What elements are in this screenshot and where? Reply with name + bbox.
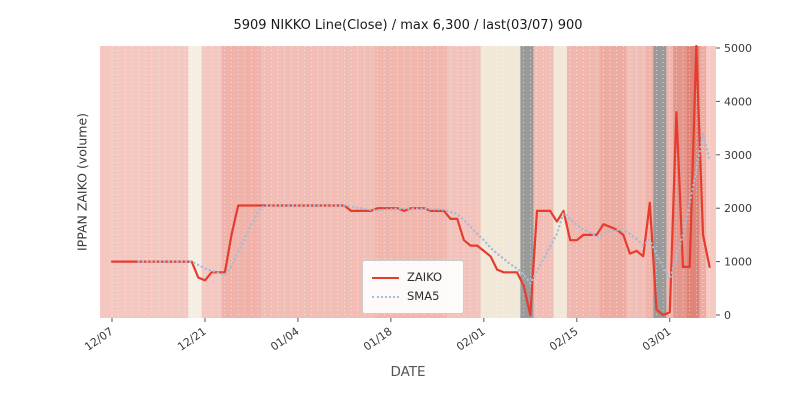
y-axis-label: IPPAN ZAIKO (volume): [74, 112, 90, 252]
svg-text:02/01: 02/01: [454, 325, 487, 354]
svg-text:01/18: 01/18: [361, 325, 394, 354]
zaiko-line-sample: [372, 276, 399, 279]
legend-label-zaiko: ZAIKO: [407, 269, 443, 284]
svg-text:01/04: 01/04: [268, 325, 301, 354]
svg-text:4000: 4000: [724, 95, 752, 108]
svg-text:1000: 1000: [724, 256, 752, 269]
svg-text:12/07: 12/07: [82, 325, 115, 354]
svg-text:5000: 5000: [724, 42, 752, 55]
svg-text:2000: 2000: [724, 202, 752, 215]
svg-text:03/01: 03/01: [640, 325, 673, 354]
x-axis-label: DATE: [390, 364, 426, 380]
svg-text:3000: 3000: [724, 149, 752, 162]
svg-text:12/21: 12/21: [175, 325, 208, 354]
legend-label-sma5: SMA5: [407, 288, 440, 303]
legend-item-zaiko: ZAIKO: [372, 268, 453, 287]
chart-title: 5909 NIKKO Line(Close) / max 6,300 / las…: [233, 18, 583, 33]
sma5-line-sample: [372, 295, 399, 298]
legend: ZAIKO SMA5: [362, 260, 464, 314]
legend-item-sma5: SMA5: [372, 287, 453, 306]
svg-text:0: 0: [724, 309, 731, 322]
svg-text:02/15: 02/15: [547, 325, 580, 354]
